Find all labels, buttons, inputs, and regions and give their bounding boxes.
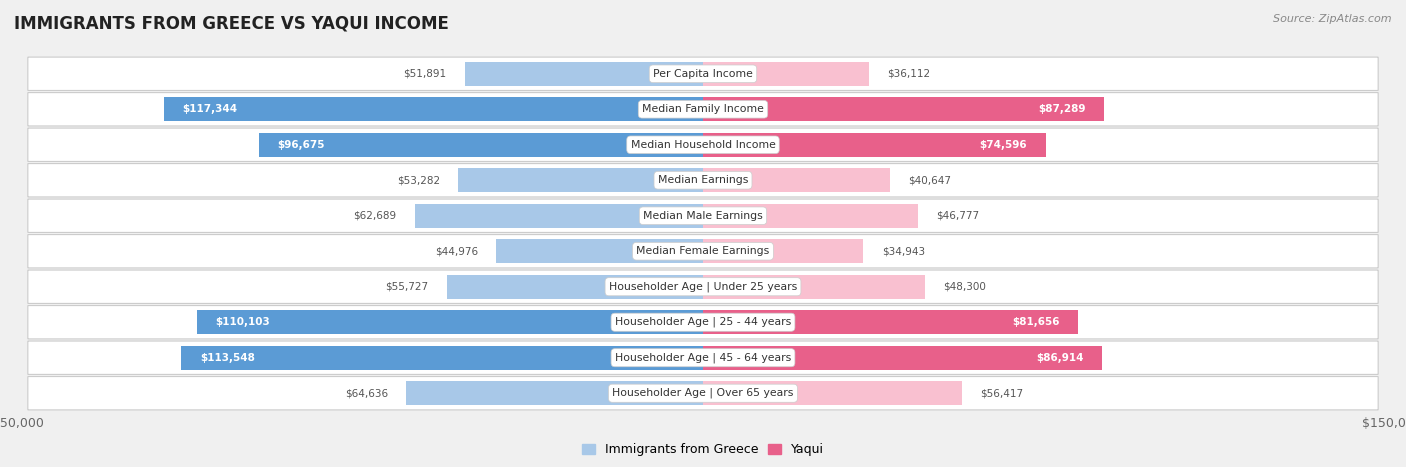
Bar [259,133,703,157]
Text: $53,282: $53,282 [396,175,440,185]
Bar [406,381,703,405]
Text: $34,943: $34,943 [882,246,925,256]
FancyBboxPatch shape [28,57,1378,91]
Text: $40,647: $40,647 [908,175,950,185]
Bar [458,168,703,192]
Bar [181,346,703,370]
Text: Per Capita Income: Per Capita Income [652,69,754,79]
Text: $96,675: $96,675 [277,140,325,150]
Bar [447,275,703,299]
Bar [197,310,703,334]
Bar [703,346,1102,370]
Text: $46,777: $46,777 [936,211,980,221]
Text: IMMIGRANTS FROM GREECE VS YAQUI INCOME: IMMIGRANTS FROM GREECE VS YAQUI INCOME [14,14,449,32]
FancyBboxPatch shape [28,305,1378,339]
Text: Householder Age | Over 65 years: Householder Age | Over 65 years [612,388,794,398]
Text: Source: ZipAtlas.com: Source: ZipAtlas.com [1274,14,1392,24]
FancyBboxPatch shape [28,270,1378,304]
FancyBboxPatch shape [28,234,1378,268]
Text: Median Male Earnings: Median Male Earnings [643,211,763,221]
Bar [703,168,890,192]
Bar [703,62,869,86]
Text: Householder Age | Under 25 years: Householder Age | Under 25 years [609,282,797,292]
Text: Median Earnings: Median Earnings [658,175,748,185]
Text: $64,636: $64,636 [344,388,388,398]
FancyBboxPatch shape [28,199,1378,233]
Bar [464,62,703,86]
Text: $110,103: $110,103 [215,317,270,327]
Text: $44,976: $44,976 [434,246,478,256]
Bar [703,310,1078,334]
Text: $113,548: $113,548 [200,353,254,363]
Text: Median Household Income: Median Household Income [630,140,776,150]
FancyBboxPatch shape [28,128,1378,162]
Bar [415,204,703,228]
Text: Median Family Income: Median Family Income [643,104,763,114]
Text: $62,689: $62,689 [353,211,396,221]
Text: $36,112: $36,112 [887,69,931,79]
Bar [703,275,925,299]
Text: $56,417: $56,417 [980,388,1024,398]
Text: Householder Age | 25 - 44 years: Householder Age | 25 - 44 years [614,317,792,327]
Text: $86,914: $86,914 [1036,353,1084,363]
Bar [165,97,703,121]
Bar [496,239,703,263]
Text: $48,300: $48,300 [943,282,986,292]
Text: $55,727: $55,727 [385,282,429,292]
FancyBboxPatch shape [28,92,1378,126]
FancyBboxPatch shape [28,376,1378,410]
Text: $117,344: $117,344 [183,104,238,114]
Bar [703,133,1046,157]
FancyBboxPatch shape [28,163,1378,197]
Bar [703,381,962,405]
Text: $81,656: $81,656 [1012,317,1060,327]
Text: $74,596: $74,596 [980,140,1028,150]
Bar [703,204,918,228]
Text: Median Female Earnings: Median Female Earnings [637,246,769,256]
Text: $87,289: $87,289 [1038,104,1085,114]
Text: Householder Age | 45 - 64 years: Householder Age | 45 - 64 years [614,353,792,363]
Bar [703,239,863,263]
Legend: Immigrants from Greece, Yaqui: Immigrants from Greece, Yaqui [578,439,828,461]
Text: $51,891: $51,891 [404,69,446,79]
Bar [703,97,1104,121]
FancyBboxPatch shape [28,341,1378,375]
